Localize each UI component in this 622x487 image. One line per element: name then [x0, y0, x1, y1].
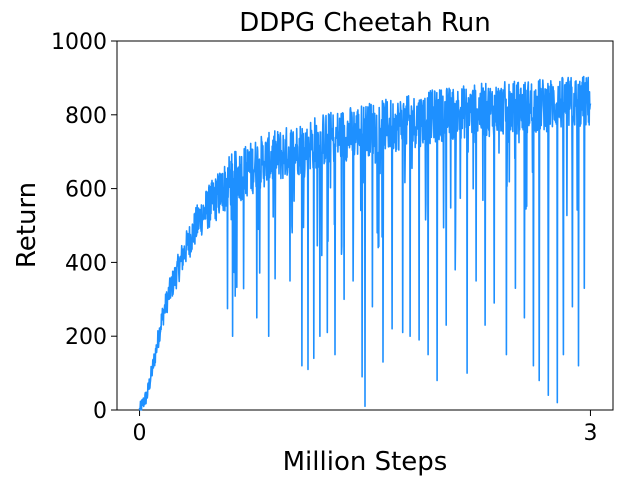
y-tick-label: 0 [93, 399, 107, 424]
y-axis-title: Return [12, 182, 42, 268]
x-tick-label: 3 [583, 421, 597, 446]
series-line [138, 75, 592, 411]
y-tick-label: 200 [65, 325, 107, 350]
series-layer [138, 75, 592, 411]
y-tick-label: 1000 [51, 30, 107, 55]
chart-title: DDPG Cheetah Run [239, 8, 490, 38]
x-tick-label: 0 [133, 421, 147, 446]
y-axis-ticks: 0 200 400 600 800 1000 [51, 30, 117, 424]
x-axis-title: Million Steps [283, 447, 448, 477]
y-tick-label: 800 [65, 104, 107, 129]
y-tick-label: 600 [65, 178, 107, 203]
y-tick-label: 400 [65, 251, 107, 276]
